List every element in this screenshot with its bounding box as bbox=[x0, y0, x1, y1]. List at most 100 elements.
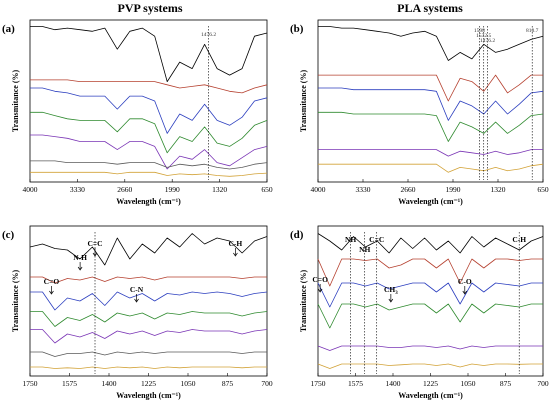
annotation-label: 1598 bbox=[474, 28, 485, 34]
annotation-label: 1476.2 bbox=[201, 32, 216, 38]
x-axis-label: Wavelength (cm⁻¹) bbox=[116, 391, 181, 400]
chart-panel-1: (a) 4000 3330 2660 1990 1320 650 Wavelength (cm… bbox=[2, 19, 273, 206]
x-tick-label: 1225 bbox=[423, 379, 438, 388]
chart-panel-2: (b) 4000 3330 2660 1990 1320 650 Wavelength (cm… bbox=[290, 19, 549, 206]
annotation-label: C-N bbox=[130, 285, 144, 294]
spectrum-series-5 bbox=[30, 329, 268, 344]
x-tick-label: 1320 bbox=[212, 185, 227, 194]
spectrum-series-6 bbox=[318, 163, 544, 173]
annotation-label: 810.7 bbox=[526, 28, 539, 34]
panel-label: (a) bbox=[2, 23, 15, 35]
group-title-pla: PLA systems bbox=[397, 1, 463, 15]
spectrum-series-3 bbox=[30, 291, 268, 311]
spectrum-series-5 bbox=[318, 149, 543, 157]
chart-panel-4: (d) 1750 1575 1400 1225 1050 875 700 Wavelength … bbox=[290, 225, 549, 400]
annotation-arrowhead bbox=[388, 298, 394, 303]
x-tick-label: 1050 bbox=[181, 379, 196, 388]
annotation-arrowhead bbox=[233, 252, 238, 257]
annotation-label: C=C bbox=[369, 235, 384, 244]
x-tick-label: 875 bbox=[500, 379, 512, 388]
panel-label: (d) bbox=[290, 229, 304, 241]
x-tick-label: 2660 bbox=[401, 185, 416, 194]
annotation-arrowhead bbox=[317, 288, 323, 293]
x-tick-label: 1225 bbox=[141, 379, 156, 388]
y-axis-label: Transmitance (%) bbox=[299, 270, 308, 333]
annotation-label: C=O bbox=[44, 277, 60, 286]
spectrum-series-7 bbox=[30, 366, 267, 369]
x-tick-label: 1400 bbox=[102, 379, 117, 388]
annotation-label: NH bbox=[345, 235, 356, 244]
spectrum-series-5 bbox=[317, 345, 543, 351]
x-tick-label: 1750 bbox=[23, 379, 38, 388]
spectrum-series-6 bbox=[317, 363, 543, 369]
x-tick-label: 1050 bbox=[461, 379, 476, 388]
annotation-arrowhead bbox=[77, 266, 83, 271]
x-tick-label: 3330 bbox=[356, 185, 371, 194]
x-tick-label: 1400 bbox=[386, 379, 401, 388]
x-tick-label: 875 bbox=[222, 379, 234, 388]
x-tick-label: 650 bbox=[261, 185, 273, 194]
spectrum-series-2 bbox=[318, 74, 543, 102]
annotation-label: C-O bbox=[458, 277, 472, 286]
y-axis-label: Transmitance (%) bbox=[11, 70, 20, 133]
y-axis-label: Transmitance (%) bbox=[11, 270, 20, 333]
annotation-label: C=C bbox=[87, 239, 102, 248]
spectrum-series-3 bbox=[318, 87, 544, 121]
spectrum-series-3 bbox=[317, 282, 543, 308]
annotation-subscript: 3 bbox=[395, 291, 398, 296]
annotation-label: N-H bbox=[73, 253, 87, 262]
spectrum-series-6 bbox=[30, 351, 267, 357]
annotation-arrowhead bbox=[462, 290, 468, 295]
spectrum-series-1 bbox=[29, 233, 268, 266]
panel-label: (c) bbox=[2, 229, 15, 241]
annotation-label: C-H bbox=[229, 239, 243, 248]
annotation-label: 1476.2 bbox=[480, 38, 495, 44]
spectrum-series-4 bbox=[317, 303, 543, 329]
y-axis-label: Transmitance (%) bbox=[299, 70, 308, 133]
spectrum-series-2 bbox=[317, 258, 543, 287]
spectrum-series-5 bbox=[30, 134, 268, 170]
spectrum-series-4 bbox=[318, 111, 544, 142]
x-tick-label: 1575 bbox=[62, 379, 77, 388]
annotation-label: C=O bbox=[312, 275, 328, 284]
x-tick-label: 3330 bbox=[70, 185, 85, 194]
annotation-arrowhead bbox=[134, 298, 139, 303]
plot-frame bbox=[317, 225, 544, 377]
plot-frame bbox=[317, 19, 544, 183]
x-axis-label: Wavelength (cm⁻¹) bbox=[398, 197, 463, 206]
x-tick-label: 650 bbox=[537, 185, 549, 194]
spectrum-series-3 bbox=[30, 87, 268, 134]
spectrum-series-6 bbox=[30, 160, 268, 170]
annotation-label: C-H bbox=[512, 235, 526, 244]
x-tick-label: 1990 bbox=[165, 185, 180, 194]
annotation-arrowhead bbox=[92, 252, 98, 257]
x-axis-label: Wavelength (cm⁻¹) bbox=[398, 391, 463, 400]
spectrum-series-1 bbox=[30, 26, 268, 82]
annotation-label: 1532.5 bbox=[476, 33, 491, 39]
spectrum-series-4 bbox=[30, 111, 268, 154]
x-tick-label: 1990 bbox=[446, 185, 461, 194]
x-tick-label: 2660 bbox=[117, 185, 132, 194]
x-tick-label: 700 bbox=[537, 379, 549, 388]
annotation-label: CH3 bbox=[384, 285, 398, 296]
annotation-arrowhead bbox=[49, 290, 54, 295]
x-tick-label: 4000 bbox=[23, 185, 38, 194]
spectrum-series-2 bbox=[30, 79, 268, 94]
spectrum-series-4 bbox=[30, 311, 268, 327]
spectrum-series-2 bbox=[30, 276, 267, 284]
spectrum-series-1 bbox=[317, 233, 544, 254]
x-tick-label: 4000 bbox=[311, 185, 326, 194]
x-tick-label: 1320 bbox=[491, 185, 506, 194]
group-title-pvp: PVP systems bbox=[118, 1, 183, 15]
panel-label: (b) bbox=[290, 23, 304, 35]
x-axis-label: Wavelength (cm⁻¹) bbox=[116, 197, 181, 206]
annotation-text: CH bbox=[384, 285, 395, 294]
annotation-label: NH bbox=[359, 245, 370, 254]
plot-frame bbox=[29, 19, 268, 183]
spectrum-series-1 bbox=[318, 26, 544, 61]
x-tick-label: 1575 bbox=[348, 379, 363, 388]
chart-panel-3: (c) 1750 1575 1400 1225 1050 875 700 Wavelength … bbox=[2, 225, 273, 400]
spectrum-series-7 bbox=[30, 171, 268, 177]
x-tick-label: 700 bbox=[261, 379, 273, 388]
